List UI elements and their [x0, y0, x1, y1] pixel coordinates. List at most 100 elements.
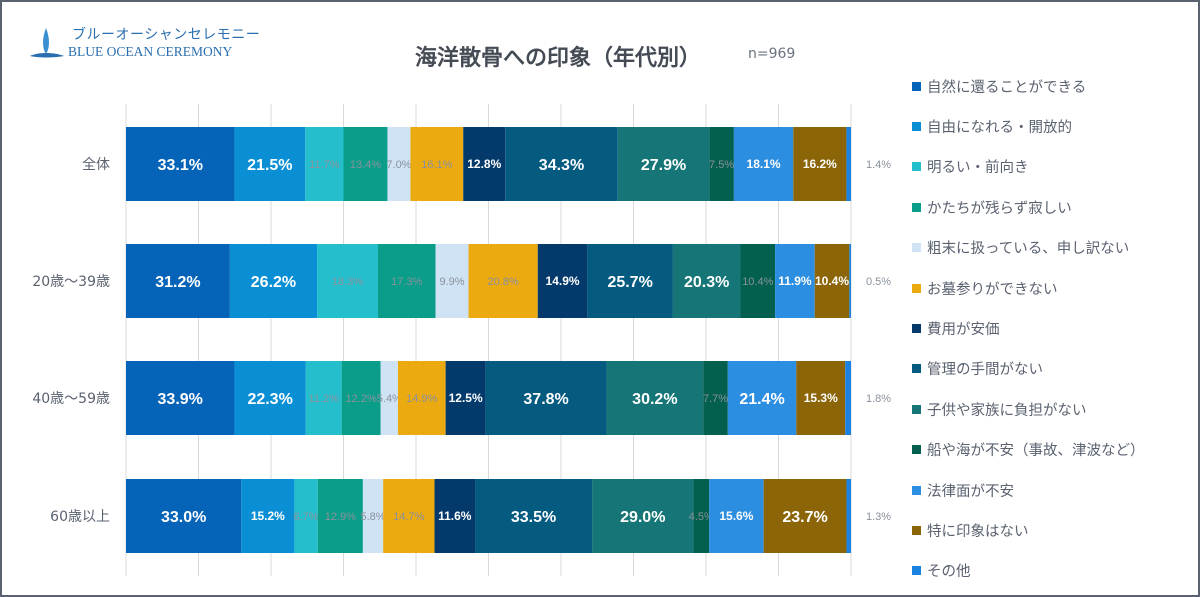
legend-item: 船や海が不安（事故、津波など） [912, 430, 1145, 470]
data-label: 10.4% [815, 274, 849, 288]
data-label: 27.9% [641, 157, 686, 174]
legend-item: 法律面が不安 [912, 470, 1145, 510]
bar-segment [410, 127, 464, 201]
legend-item: 子供や家族に負担がない [912, 389, 1145, 429]
bar-segment [463, 127, 506, 201]
bar-segment [763, 479, 847, 553]
bar-segment [126, 479, 242, 553]
logo-flame-icon [30, 28, 64, 58]
bar-segment [485, 361, 607, 435]
bar-segment [380, 361, 398, 435]
bar-segment [814, 244, 850, 318]
legend-label: 特に印象はない [927, 523, 1029, 540]
data-label: 30.2% [632, 391, 677, 408]
data-label: 1.4% [866, 159, 891, 171]
data-label: 21.4% [739, 391, 784, 408]
legend-label: 明るい・前向き [927, 160, 1029, 177]
data-label: 7.0% [386, 159, 411, 171]
data-label: 11.6% [438, 509, 472, 523]
data-label: 37.8% [523, 391, 568, 408]
bar-segment [362, 479, 384, 553]
data-label: 9.9% [440, 276, 465, 288]
data-label: 12.8% [467, 157, 501, 171]
category-label: 60歳以上 [50, 509, 110, 525]
bar-segment [740, 244, 776, 318]
legend-label: 粗末に扱っている、申し訳ない [927, 241, 1130, 258]
data-label: 18.3% [332, 276, 363, 288]
data-label: 25.7% [607, 274, 652, 291]
data-label: 29.0% [620, 509, 665, 526]
sample-size: n=969 [748, 46, 796, 62]
legend-label: 費用が安価 [927, 322, 1000, 339]
data-label: 12.9% [325, 511, 356, 523]
legend-label: 管理の手間がない [927, 362, 1043, 379]
bar-segment [846, 127, 851, 201]
bar-segment [793, 127, 847, 201]
data-label: 22.3% [247, 391, 292, 408]
bar-segment [475, 479, 593, 553]
data-label: 18.1% [747, 157, 781, 171]
legend: 自然に還ることができる 自由になれる・開放的明るい・前向きかたちが残らず寂しい粗末… [912, 66, 1145, 591]
data-label: 1.3% [866, 511, 891, 523]
legend-swatch [912, 283, 921, 293]
legend-item: 費用が安価 [912, 308, 1145, 348]
data-label: 15.3% [804, 391, 838, 405]
bar-segment [703, 361, 728, 435]
legend-label: 法律面が不安 [927, 483, 1014, 500]
data-label: 12.5% [449, 391, 483, 405]
data-label: 20.3% [684, 274, 729, 291]
bar-segment [709, 127, 734, 201]
bar-segment [537, 244, 588, 318]
category-label: 40歳～59歳 [32, 391, 110, 407]
legend-item: 特に印象はない [912, 510, 1145, 550]
data-label: 4.5% [689, 511, 714, 523]
data-label: 6.7% [294, 511, 319, 523]
legend-label: 船や海が不安（事故、津波など） [927, 443, 1145, 460]
legend-label: かたちが残らず寂しい [927, 200, 1072, 217]
legend-swatch [912, 364, 921, 374]
legend-item: お墓参りができない [912, 268, 1145, 308]
legend-label: 子供や家族に負担がない [927, 402, 1087, 419]
data-label: 26.2% [251, 274, 296, 291]
legend-item: 自由になれる・開放的 [912, 106, 1145, 146]
data-label: 33.1% [158, 157, 203, 174]
bar-segment [305, 127, 344, 201]
data-label: 11.7% [309, 159, 340, 171]
data-label: 13.4% [350, 159, 381, 171]
data-label: 14.9% [406, 393, 437, 405]
bar-segment [617, 127, 710, 201]
legend-swatch [912, 485, 921, 495]
legend-swatch [912, 122, 921, 132]
bar-segment [845, 361, 851, 435]
data-label: 33.0% [161, 509, 206, 526]
legend-swatch [912, 162, 921, 172]
legend-swatch [912, 202, 921, 212]
data-label: 15.2% [251, 509, 285, 523]
data-label: 17.3% [391, 276, 422, 288]
bar-segment [505, 127, 618, 201]
data-label: 31.2% [155, 274, 200, 291]
data-label: 5.4% [377, 393, 402, 405]
bar-segment [343, 127, 388, 201]
bar-segment [126, 244, 230, 318]
legend-item: 自然に還ることができる [912, 66, 1145, 106]
bar-segment [294, 479, 318, 553]
legend-item: 明るい・前向き [912, 147, 1145, 187]
logo-japanese: ブルーオーシャンセレモニー [72, 27, 261, 43]
data-label: 11.2% [309, 393, 340, 405]
legend-swatch [912, 445, 921, 455]
bar-segment [434, 479, 476, 553]
legend-item: かたちが残らず寂しい [912, 187, 1145, 227]
data-label: 0.5% [866, 276, 891, 288]
legend-swatch [912, 404, 921, 414]
data-label: 33.5% [511, 509, 556, 526]
bar-segment [587, 244, 673, 318]
bar-segment [383, 479, 435, 553]
legend-label: お墓参りができない [927, 281, 1058, 298]
bar-segment [592, 479, 694, 553]
legend-swatch [912, 525, 921, 535]
bar-segment [229, 244, 318, 318]
category-label: 全体 [82, 156, 110, 173]
